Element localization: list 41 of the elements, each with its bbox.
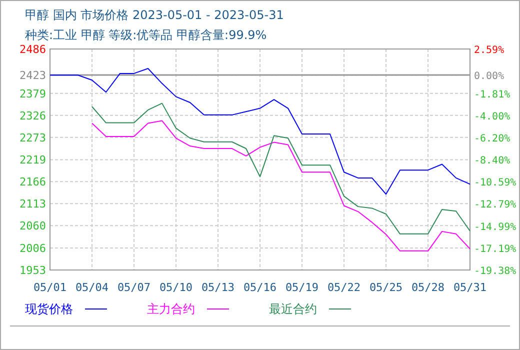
y-tick-label: 2219 (20, 154, 46, 167)
y2-tick-label: 0.00% (474, 71, 504, 82)
y2-tick-label: -17.19% (474, 244, 516, 255)
x-tick-label: 05/04 (75, 281, 109, 294)
y-tick-label: 2060 (20, 220, 46, 233)
x-tick-label: 05/25 (369, 281, 403, 294)
x-tick-label: 05/22 (327, 281, 361, 294)
chart-subtitle: 种类:工业 甲醇 等级:优等品 甲醇含量:99.9% (25, 28, 267, 42)
y2-tick-label: 2.59% (474, 45, 504, 56)
y-tick-label: 1953 (20, 264, 46, 277)
y-tick-label: 2166 (20, 176, 46, 189)
line-series (92, 120, 470, 252)
x-tick-label: 05/19 (285, 281, 319, 294)
line-series (50, 68, 470, 195)
legend-label: 最近合约 (269, 302, 317, 316)
y-tick-label: 2326 (20, 109, 46, 122)
y2-tick-label: -19.38% (474, 266, 516, 277)
y2-tick-label: -1.81% (474, 89, 510, 100)
x-tick-label: 05/16 (243, 281, 277, 294)
y-tick-label: 2379 (20, 87, 46, 100)
y-tick-label: 2113 (20, 198, 46, 211)
y-tick-label: 2423 (20, 69, 46, 82)
y-tick-label: 2486 (20, 43, 46, 56)
y2-tick-label: -6.20% (474, 133, 510, 144)
y2-tick-label: -4.00% (474, 111, 510, 122)
x-tick-label: 05/31 (453, 281, 487, 294)
legend-label: 主力合约 (147, 302, 195, 316)
line-series (92, 102, 470, 234)
y2-tick-label: -14.99% (474, 222, 516, 233)
y2-tick-label: -8.40% (474, 156, 510, 167)
x-tick-label: 05/10 (159, 281, 193, 294)
x-tick-label: 05/01 (33, 281, 67, 294)
legend-label: 现货价格 (25, 302, 73, 316)
x-tick-label: 05/13 (201, 281, 235, 294)
y2-tick-label: -10.59% (474, 178, 516, 189)
y2-tick-label: -12.79% (474, 200, 516, 211)
x-tick-label: 05/07 (117, 281, 151, 294)
y-tick-label: 2006 (20, 242, 46, 256)
chart-title: 甲醇 国内 市场价格 2023-05-01 - 2023-05-31 (25, 8, 284, 22)
y-tick-label: 2273 (20, 131, 46, 144)
x-tick-label: 05/28 (411, 281, 445, 294)
